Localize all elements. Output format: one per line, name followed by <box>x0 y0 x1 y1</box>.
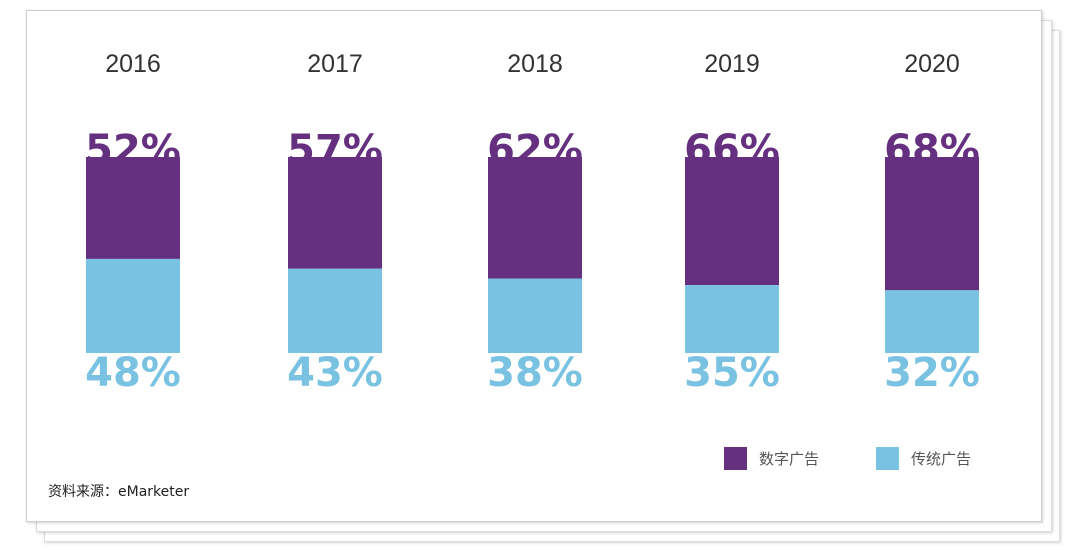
source-note: 资料来源：eMarketer <box>48 484 190 500</box>
data-label-traditional-2018: 38% <box>487 350 583 396</box>
year-label-2019: 2019 <box>704 50 760 78</box>
bar-digital-2019 <box>685 157 779 286</box>
bar-digital-2017 <box>288 157 382 269</box>
data-label-digital-2020: 68% <box>884 127 980 173</box>
year-label-2017: 2017 <box>307 50 363 78</box>
bar-digital-2018 <box>488 157 582 279</box>
bar-digital-2016 <box>86 157 180 259</box>
bar-traditional-2018 <box>488 278 582 353</box>
data-label-digital-2016: 52% <box>85 127 181 173</box>
data-label-traditional-2020: 32% <box>884 350 980 396</box>
bar-traditional-2019 <box>685 285 779 353</box>
data-label-traditional-2017: 43% <box>287 350 383 396</box>
bar-digital-2020 <box>885 157 979 291</box>
year-label-2016: 2016 <box>105 50 161 78</box>
legend-swatch-digital <box>724 447 747 470</box>
legend-item-traditional: 传统广告 <box>876 447 971 470</box>
bar-traditional-2016 <box>86 258 180 353</box>
legend-label-digital: 数字广告 <box>759 450 820 468</box>
bar-traditional-2020 <box>885 290 979 353</box>
legend-label-traditional: 传统广告 <box>911 450 972 468</box>
data-label-digital-2017: 57% <box>287 127 383 173</box>
legend-item-digital: 数字广告 <box>724 447 819 470</box>
year-label-2018: 2018 <box>507 50 563 78</box>
data-label-traditional-2019: 35% <box>684 350 780 396</box>
data-label-traditional-2016: 48% <box>85 350 181 396</box>
data-label-digital-2018: 62% <box>487 127 583 173</box>
legend-swatch-traditional <box>876 447 899 470</box>
data-label-digital-2019: 66% <box>684 127 780 173</box>
year-label-2020: 2020 <box>904 50 960 78</box>
bar-traditional-2017 <box>288 268 382 353</box>
